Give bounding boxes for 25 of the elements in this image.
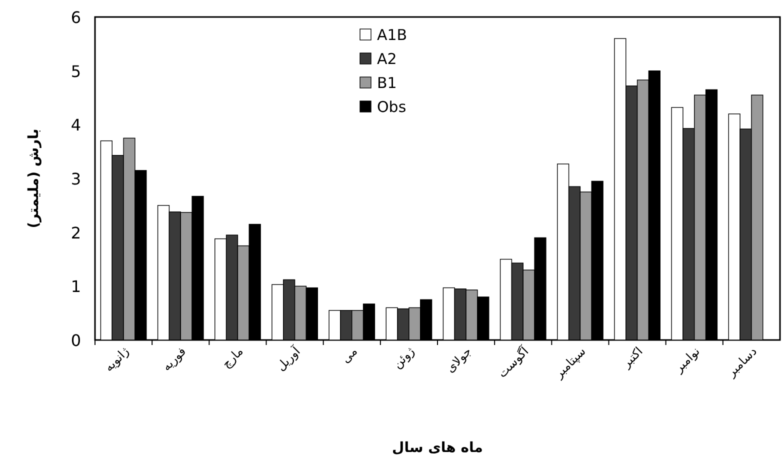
y-tick-label: 6 bbox=[70, 8, 81, 27]
y-tick-label: 3 bbox=[70, 170, 81, 188]
legend-label: A2 bbox=[377, 50, 397, 68]
x-tick-label: دسامبر bbox=[724, 344, 760, 380]
y-tick-label: 4 bbox=[70, 116, 81, 135]
legend-label: B1 bbox=[377, 74, 397, 92]
x-tick-label: آگوست bbox=[494, 343, 532, 380]
x-axis-title: ماه های سال bbox=[392, 440, 483, 456]
x-tick-label: می bbox=[338, 344, 360, 366]
y-tick-label: 0 bbox=[70, 331, 81, 350]
x-tick-label: سپتامبر bbox=[551, 344, 588, 382]
y-tick-label: 2 bbox=[70, 223, 81, 242]
x-tick-label: مارچ bbox=[219, 344, 246, 371]
x-tick-label: فوریه bbox=[159, 344, 189, 374]
x-tick-label: آوریل bbox=[272, 343, 304, 374]
y-tick-label: 5 bbox=[70, 62, 81, 81]
y-tick-label: 1 bbox=[70, 277, 81, 296]
x-tick-label: نوامبر bbox=[670, 344, 702, 376]
x-tick-label: ژانویه bbox=[102, 344, 132, 374]
x-tick-label: جولای bbox=[443, 344, 474, 376]
y-axis-title: بارش (ملیمتر) bbox=[26, 128, 42, 228]
x-tick-label: ژوئن bbox=[390, 344, 418, 372]
legend-label: Obs bbox=[377, 98, 406, 116]
legend-label: A1B bbox=[377, 26, 408, 44]
x-tick-label: اکتبر bbox=[618, 344, 646, 372]
